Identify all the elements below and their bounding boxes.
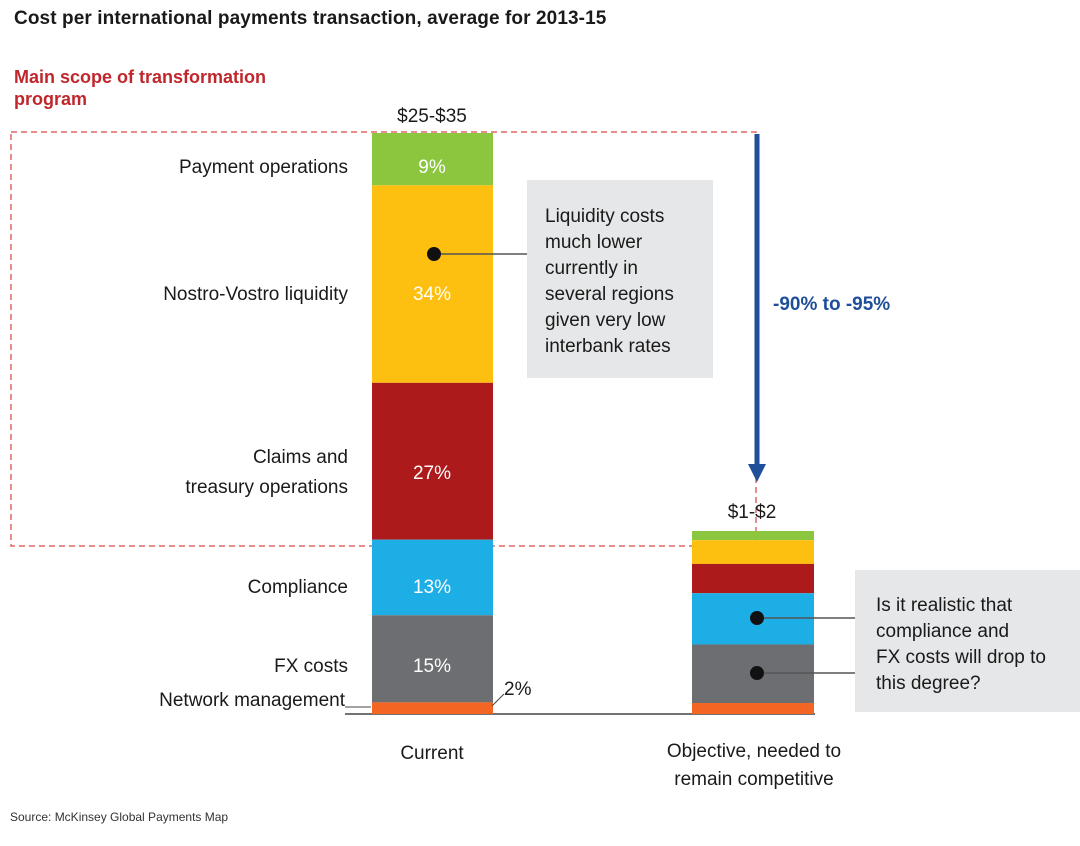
liquidity-callout-line3: currently in xyxy=(545,258,638,279)
total-objective: $1-$2 xyxy=(728,502,777,523)
label-network-management: Network management xyxy=(159,690,346,711)
label-fx-costs: FX costs xyxy=(274,656,348,677)
label-claims-treasury-line1: Claims and xyxy=(253,447,348,468)
objective-bar-segment-2 xyxy=(692,540,814,564)
objective-bar-segment-6 xyxy=(692,703,814,714)
category-current: Current xyxy=(400,743,464,764)
category-objective-line1: Objective, needed to xyxy=(667,741,841,762)
current-bar-segment-1 xyxy=(372,133,493,186)
current-bar-segment-5 xyxy=(372,615,493,703)
label-compliance: Compliance xyxy=(248,577,348,598)
liquidity-callout-line5: given very low xyxy=(545,310,666,331)
pct-network-management: 2% xyxy=(504,679,532,700)
compliance-callout-box xyxy=(855,570,1080,712)
current-bar xyxy=(372,133,493,714)
pct-claims-treasury: 27% xyxy=(413,463,451,484)
total-current: $25-$35 xyxy=(397,106,467,127)
chart-title: Cost per international payments transact… xyxy=(14,8,607,29)
category-objective-line2: remain competitive xyxy=(674,769,833,790)
compliance-callout-line3: FX costs will drop to xyxy=(876,647,1046,668)
compliance-callout-dot xyxy=(750,611,764,625)
compliance-callout-line2: compliance and xyxy=(876,621,1009,642)
source-note: Source: McKinsey Global Payments Map xyxy=(10,810,229,824)
liquidity-callout-line1: Liquidity costs xyxy=(545,206,664,227)
current-bar-segment-2 xyxy=(372,185,493,383)
label-payment-operations: Payment operations xyxy=(179,157,348,178)
pct-fx-costs: 15% xyxy=(413,656,451,677)
pct-payment-operations: 9% xyxy=(418,157,446,178)
pct-nostro-vostro: 34% xyxy=(413,284,451,305)
objective-bar-segment-1 xyxy=(692,531,814,541)
liquidity-callout-line4: several regions xyxy=(545,284,674,305)
current-bar-segment-4 xyxy=(372,539,493,616)
compliance-callout-line1: Is it realistic that xyxy=(876,595,1013,616)
fx-callout-dot xyxy=(750,666,764,680)
pct-network-leader xyxy=(491,693,505,707)
compliance-callout-line4: this degree? xyxy=(876,673,981,694)
liquidity-callout-line6: interbank rates xyxy=(545,336,671,357)
pct-compliance: 13% xyxy=(413,577,451,598)
liquidity-callout-box xyxy=(527,180,713,378)
label-claims-treasury-line2: treasury operations xyxy=(185,477,348,498)
reduction-label: -90% to -95% xyxy=(773,294,890,315)
liquidity-callout-line2: much lower xyxy=(545,232,643,253)
current-bar-segment-3 xyxy=(372,382,493,540)
liquidity-callout-dot xyxy=(427,247,441,261)
scope-label: Main scope of transformation program xyxy=(14,67,267,109)
current-bar-segment-6 xyxy=(372,702,493,714)
objective-bar-segment-3 xyxy=(692,563,814,594)
label-nostro-vostro: Nostro-Vostro liquidity xyxy=(163,284,348,305)
reduction-arrow-head xyxy=(748,464,766,482)
